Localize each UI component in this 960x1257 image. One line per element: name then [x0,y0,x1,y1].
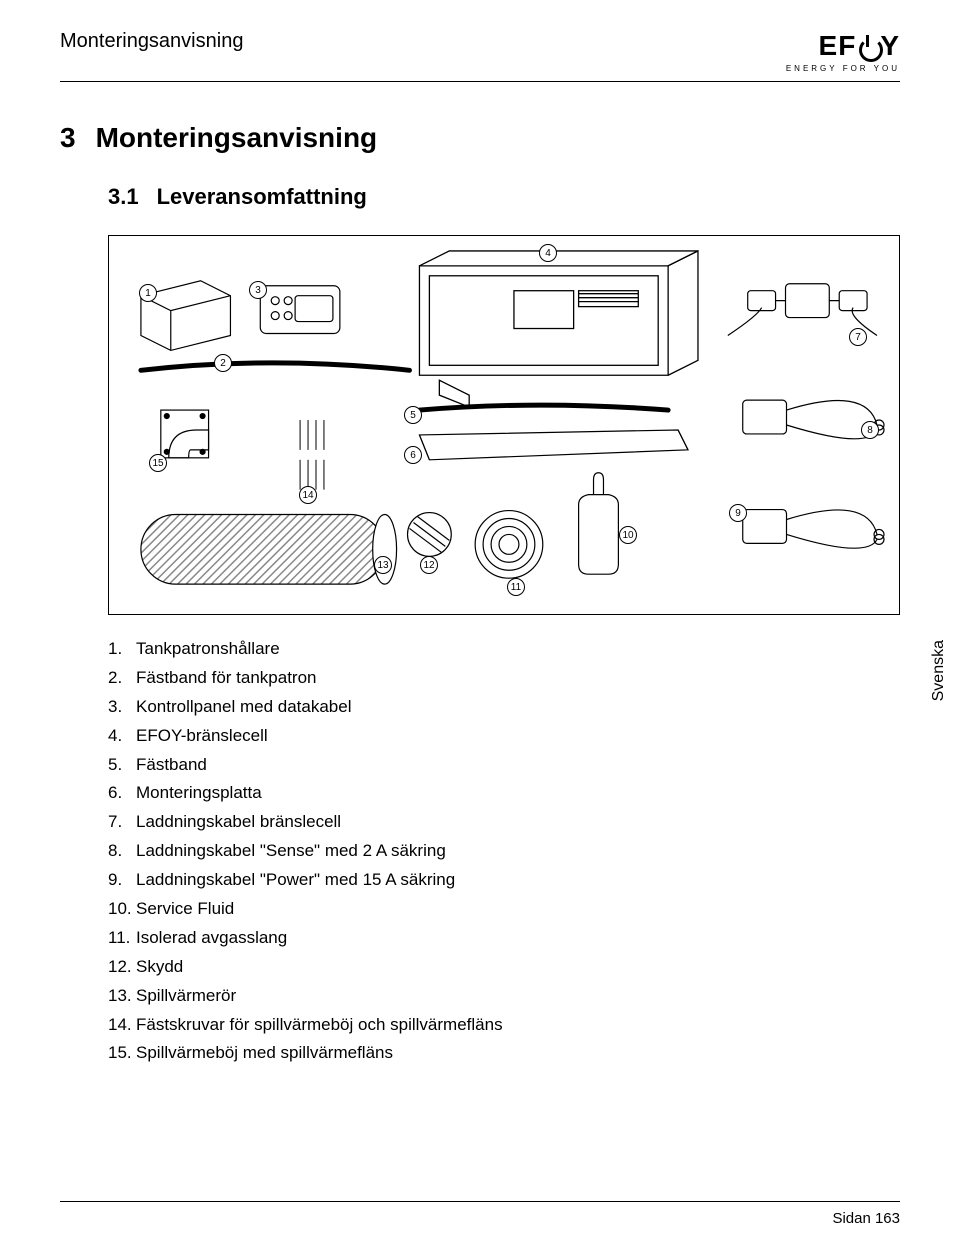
header-title: Monteringsanvisning [60,30,243,53]
list-item: 4.EFOY-bränslecell [108,722,900,751]
list-item: 3.Kontrollpanel med datakabel [108,693,900,722]
section-heading: 3.1 Leveransomfattning [108,184,900,210]
item-num: 3. [108,693,136,722]
callout-4: 4 [539,244,557,262]
parts-diagram: 1 2 3 4 5 6 7 8 9 10 11 12 13 14 15 [108,235,900,615]
logo-main: EF Y [786,30,900,62]
callout-15: 15 [149,454,167,472]
page-header: Monteringsanvisning EF Y ENERGY FOR YOU [60,30,900,82]
item-num: 13. [108,982,136,1011]
callout-10: 10 [619,526,637,544]
item-text: Fästband för tankpatron [136,664,317,693]
item-text: Laddningskabel "Sense" med 2 A säkring [136,837,446,866]
list-item: 6.Monteringsplatta [108,779,900,808]
callout-13: 13 [374,556,392,574]
list-item: 12.Skydd [108,953,900,982]
item-text: Laddningskabel "Power" med 15 A säkring [136,866,455,895]
list-item: 11.Isolerad avgasslang [108,924,900,953]
item-text: Monteringsplatta [136,779,262,808]
item-num: 12. [108,953,136,982]
list-item: 5.Fästband [108,751,900,780]
callout-2: 2 [214,354,232,372]
callout-7: 7 [849,328,867,346]
callout-1: 1 [139,284,157,302]
chapter-number: 3 [60,122,76,154]
callout-8: 8 [861,421,879,439]
callout-11: 11 [507,578,525,596]
callout-9: 9 [729,504,747,522]
page-number: Sidan 163 [832,1210,900,1227]
list-item: 14.Fästskruvar för spillvärmeböj och spi… [108,1011,900,1040]
item-text: Spillvärmerör [136,982,236,1011]
item-text: Kontrollpanel med datakabel [136,693,351,722]
item-num: 2. [108,664,136,693]
callout-6: 6 [404,446,422,464]
callout-12: 12 [420,556,438,574]
item-num: 8. [108,837,136,866]
list-item: 2.Fästband för tankpatron [108,664,900,693]
item-text: Fästskruvar för spillvärmeböj och spillv… [136,1011,503,1040]
chapter-heading: 3 Monteringsanvisning [60,122,900,154]
efoy-logo: EF Y ENERGY FOR YOU [786,30,900,73]
list-item: 9.Laddningskabel "Power" med 15 A säkrin… [108,866,900,895]
parts-list: 1.Tankpatronshållare 2.Fästband för tank… [108,635,900,1068]
item-num: 10. [108,895,136,924]
item-text: Spillvärmeböj med spillvärmefläns [136,1039,393,1068]
item-num: 1. [108,635,136,664]
logo-text-right: Y [880,30,900,62]
logo-text-left: EF [819,30,857,62]
item-text: Fästband [136,751,207,780]
callout-3: 3 [249,281,267,299]
item-num: 11. [108,924,136,953]
item-text: Skydd [136,953,183,982]
item-text: Tankpatronshållare [136,635,280,664]
list-item: 8.Laddningskabel "Sense" med 2 A säkring [108,837,900,866]
item-num: 15. [108,1039,136,1068]
item-text: Service Fluid [136,895,234,924]
item-text: Isolerad avgasslang [136,924,287,953]
page-footer: Sidan 163 [60,1201,900,1227]
list-item: 10.Service Fluid [108,895,900,924]
section-title: Leveransomfattning [157,184,367,210]
page: Monteringsanvisning EF Y ENERGY FOR YOU … [0,0,960,1257]
callout-14: 14 [299,486,317,504]
list-item: 7.Laddningskabel bränslecell [108,808,900,837]
item-num: 7. [108,808,136,837]
list-item: 15.Spillvärmeböj med spillvärmefläns [108,1039,900,1068]
language-tab: Svenska [930,640,948,701]
item-num: 14. [108,1011,136,1040]
logo-tagline: ENERGY FOR YOU [786,64,900,73]
item-num: 9. [108,866,136,895]
item-text: Laddningskabel bränslecell [136,808,341,837]
power-icon [857,35,879,57]
list-item: 13.Spillvärmerör [108,982,900,1011]
item-text: EFOY-bränslecell [136,722,268,751]
diagram-svg [109,236,899,614]
item-num: 6. [108,779,136,808]
item-num: 4. [108,722,136,751]
list-item: 1.Tankpatronshållare [108,635,900,664]
chapter-title: Monteringsanvisning [96,122,378,154]
item-num: 5. [108,751,136,780]
section-number: 3.1 [108,184,139,210]
callout-5: 5 [404,406,422,424]
